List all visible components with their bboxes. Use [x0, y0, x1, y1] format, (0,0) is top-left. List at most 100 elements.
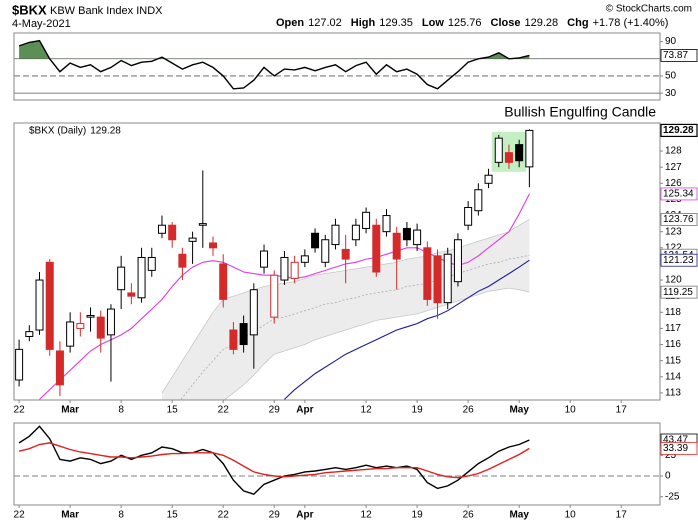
- candle-body: [382, 215, 391, 233]
- y-tick-label: 120: [665, 275, 682, 286]
- candle-body: [55, 350, 64, 386]
- x-tick-label: 15: [167, 405, 179, 416]
- quote-value: +1.78 (+1.40%): [593, 17, 669, 29]
- y-tick-label: 127: [665, 162, 682, 173]
- quote-value: 129.35: [379, 17, 413, 29]
- y-tick-label: 122: [665, 242, 682, 253]
- plot-area: [14, 39, 660, 94]
- candle-body: [280, 256, 289, 281]
- x-tick-label: 12: [361, 510, 373, 521]
- candle-body: [15, 348, 24, 381]
- index-name: KBW Bank Index INDX: [50, 5, 163, 17]
- symbol: $BKX: [12, 2, 47, 17]
- series-line: [18, 39, 530, 90]
- quote-label: Close: [491, 17, 521, 29]
- candle-body: [484, 174, 493, 184]
- y-tick-label: 123: [665, 226, 682, 237]
- candle-body: [474, 189, 483, 212]
- candle-body: [453, 239, 462, 283]
- y-tick-label: 30: [665, 88, 677, 99]
- quote-label: Chg: [567, 17, 588, 29]
- x-tick-label: 10: [565, 510, 577, 521]
- candle-body: [219, 263, 228, 300]
- candle-body: [198, 223, 207, 226]
- legend-value: 129.28: [90, 126, 121, 137]
- candle-body: [86, 315, 95, 318]
- legend-text: $BKX (Daily): [29, 126, 86, 137]
- candle-body: [137, 256, 146, 299]
- candle-body: [188, 237, 197, 242]
- series-line: [18, 425, 530, 495]
- x-tick-label: 26: [463, 510, 475, 521]
- candle-body: [117, 266, 126, 291]
- y-tick-label: 90: [665, 36, 677, 47]
- candle-body: [331, 224, 340, 246]
- y-tick-label: -25: [665, 491, 680, 502]
- x-tick-label: 19: [412, 405, 424, 416]
- y-tick-label: 117: [665, 323, 681, 334]
- y-tick-label: 118: [665, 307, 681, 318]
- candle-body: [443, 253, 452, 304]
- x-tick-label: 15: [167, 510, 179, 521]
- value-tag: 129.28: [663, 125, 694, 136]
- value-tag-box: [660, 49, 698, 62]
- candle-body: [402, 227, 411, 241]
- x-tick-label: Apr: [296, 405, 313, 416]
- x-tick-label: 17: [616, 405, 628, 416]
- overbought-fill: [19, 40, 530, 59]
- value-tag: 33.39: [663, 443, 688, 454]
- x-tick-label: 8: [118, 405, 124, 416]
- date: 4-May-2021: [12, 18, 71, 30]
- candle-body: [464, 206, 473, 226]
- candle-body: [321, 239, 330, 263]
- value-tag-box: [660, 123, 698, 138]
- plot-area: [15, 129, 534, 400]
- candle-body: [76, 323, 85, 329]
- candle-body: [300, 255, 309, 263]
- candle-body: [525, 129, 534, 168]
- value-tag-box: [660, 213, 698, 226]
- value-tag: 123.76: [663, 214, 694, 225]
- panel-frame: [13, 422, 661, 506]
- x-tick-label: Mar: [61, 405, 79, 416]
- value-tag-box: [660, 253, 698, 267]
- y-tick-label: 116: [665, 339, 681, 350]
- x-tick-label: 29: [269, 405, 281, 416]
- candle-body: [270, 274, 279, 318]
- x-tick-label: 22: [218, 510, 230, 521]
- candle-body: [504, 152, 513, 163]
- x-tick-label: May: [509, 405, 529, 416]
- candle-body: [290, 261, 299, 279]
- candle-body: [341, 248, 350, 260]
- y-tick-label: 113: [665, 388, 681, 399]
- plot-area: [14, 425, 660, 495]
- copyright: © StockCharts.com: [606, 4, 692, 15]
- quote-label: Low: [422, 17, 444, 29]
- quote-value: 127.02: [308, 17, 342, 29]
- y-tick-label: 114: [665, 371, 681, 382]
- value-tag-box: [660, 285, 698, 299]
- x-tick-label: 22: [218, 405, 230, 416]
- y-tick-label: 128: [665, 146, 682, 157]
- candle-body: [239, 323, 248, 346]
- x-tick-label: Mar: [61, 510, 79, 521]
- candle-body: [494, 137, 503, 163]
- candle-body: [515, 144, 524, 162]
- y-tick-label: 50: [665, 71, 677, 82]
- candle-body: [96, 316, 105, 339]
- candle-body: [157, 224, 166, 234]
- candle-body: [229, 329, 238, 350]
- candle-body: [372, 224, 381, 273]
- value-tag: 43.47: [663, 435, 688, 446]
- candle-body: [127, 292, 136, 297]
- value-tag-box: [660, 187, 698, 201]
- value-tag: 121.23: [663, 255, 694, 266]
- x-tick-label: 19: [412, 510, 424, 521]
- candle-body: [209, 242, 218, 249]
- candle-body: [260, 250, 269, 268]
- y-tick-label: 126: [665, 178, 682, 189]
- band-middle: [180, 254, 530, 400]
- series-line: [18, 442, 530, 479]
- candle-body: [413, 229, 422, 246]
